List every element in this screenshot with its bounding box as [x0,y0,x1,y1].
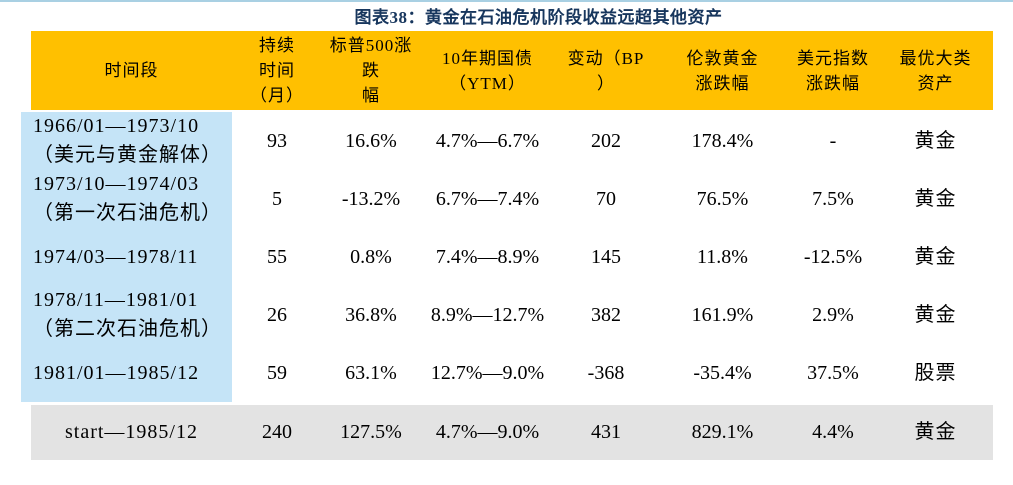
cell-period: 1978/11—1981/01 （第二次石油危机） [21,286,232,344]
cell-treasury-ytm: 12.7%—9.0% [420,344,555,402]
cell-period: 1966/01—1973/10 （美元与黄金解体） [21,112,232,170]
header-usd-index-change: 美元指数 涨跌幅 [788,31,878,112]
cell-best-asset: 黄金 [878,170,993,228]
cell-treasury-ytm: 4.7%—6.7% [420,112,555,170]
row-spacer [21,402,993,405]
cell-treasury-ytm: 4.7%—9.0% [420,405,555,460]
cell-best-asset: 黄金 [878,286,993,344]
cell-duration-months: 5 [232,170,322,228]
cell-usd-index-change: 2.9% [788,286,878,344]
header-treasury-ytm: 10年期国债 （YTM） [420,31,555,112]
cell-period: start—1985/12 [21,405,232,460]
header-row: 时间段 持续 时间 （月） 标普500涨跌 幅 10年期国债 （YTM） 变动（… [21,31,993,112]
header-best-asset: 最优大类 资产 [878,31,993,112]
table-row: 1966/01—1973/10 （美元与黄金解体） 93 16.6% 4.7%—… [21,112,993,170]
cell-usd-index-change: -12.5% [788,228,878,286]
cell-london-gold-change: -35.4% [657,344,788,402]
header-london-gold-change: 伦敦黄金 涨跌幅 [657,31,788,112]
cell-period: 1973/10—1974/03 （第一次石油危机） [21,170,232,228]
cell-period: 1981/01—1985/12 [21,344,232,402]
cell-london-gold-change: 76.5% [657,170,788,228]
header-sp500-change: 标普500涨跌 幅 [322,31,420,112]
cell-best-asset: 黄金 [878,112,993,170]
cell-best-asset: 黄金 [878,228,993,286]
cell-period: 1974/03—1978/11 [21,228,232,286]
cell-usd-index-change: 4.4% [788,405,878,460]
cell-london-gold-change: 178.4% [657,112,788,170]
cell-treasury-ytm: 6.7%—7.4% [420,170,555,228]
cell-best-asset: 股票 [878,344,993,402]
cell-usd-index-change: 37.5% [788,344,878,402]
table-row: 1974/03—1978/11 55 0.8% 7.4%—8.9% 145 11… [21,228,993,286]
cell-treasury-ytm: 7.4%—8.9% [420,228,555,286]
cell-change-bp: 431 [555,405,657,460]
cell-best-asset: 黄金 [878,405,993,460]
header-duration-months: 持续 时间 （月） [232,31,322,112]
cell-duration-months: 240 [232,405,322,460]
top-divider-rule [0,0,1013,2]
cell-change-bp: -368 [555,344,657,402]
table-row: 1978/11—1981/01 （第二次石油危机） 26 36.8% 8.9%—… [21,286,993,344]
cell-usd-index-change: 7.5% [788,170,878,228]
cell-change-bp: 202 [555,112,657,170]
table-row: 1973/10—1974/03 （第一次石油危机） 5 -13.2% 6.7%—… [21,170,993,228]
cell-sp500-change: 36.8% [322,286,420,344]
summary-row: start—1985/12 240 127.5% 4.7%—9.0% 431 8… [21,405,993,460]
header-change-bp: 变动（BP ） [555,31,657,112]
cell-sp500-change: 16.6% [322,112,420,170]
cell-usd-index-change: - [788,112,878,170]
cell-london-gold-change: 11.8% [657,228,788,286]
cell-sp500-change: 127.5% [322,405,420,460]
cell-change-bp: 70 [555,170,657,228]
cell-change-bp: 145 [555,228,657,286]
cell-duration-months: 59 [232,344,322,402]
cell-sp500-change: 0.8% [322,228,420,286]
cell-duration-months: 26 [232,286,322,344]
cell-duration-months: 55 [232,228,322,286]
asset-returns-table: 时间段 持续 时间 （月） 标普500涨跌 幅 10年期国债 （YTM） 变动（… [21,31,993,460]
cell-duration-months: 93 [232,112,322,170]
figure-title: 图表38：黄金在石油危机阶段收益远超其他资产 [354,8,723,27]
cell-treasury-ytm: 8.9%—12.7% [420,286,555,344]
cell-london-gold-change: 829.1% [657,405,788,460]
spacer-cell [21,402,993,405]
cell-london-gold-change: 161.9% [657,286,788,344]
table-row: 1981/01—1985/12 59 63.1% 12.7%—9.0% -368… [21,344,993,402]
cell-sp500-change: 63.1% [322,344,420,402]
cell-sp500-change: -13.2% [322,170,420,228]
header-period: 时间段 [21,31,232,112]
cell-change-bp: 382 [555,286,657,344]
